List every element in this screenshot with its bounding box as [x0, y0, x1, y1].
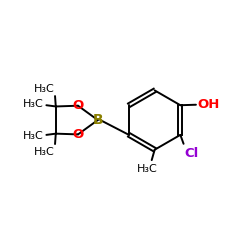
- Text: H₃C: H₃C: [137, 164, 158, 174]
- Text: H₃C: H₃C: [23, 100, 44, 110]
- Text: H₃C: H₃C: [34, 84, 54, 94]
- Text: O: O: [72, 99, 84, 112]
- Text: OH: OH: [197, 98, 220, 111]
- Text: O: O: [72, 128, 84, 141]
- Text: H₃C: H₃C: [23, 131, 44, 141]
- Text: B: B: [92, 113, 103, 127]
- Text: Cl: Cl: [184, 147, 198, 160]
- Text: H₃C: H₃C: [34, 146, 54, 156]
